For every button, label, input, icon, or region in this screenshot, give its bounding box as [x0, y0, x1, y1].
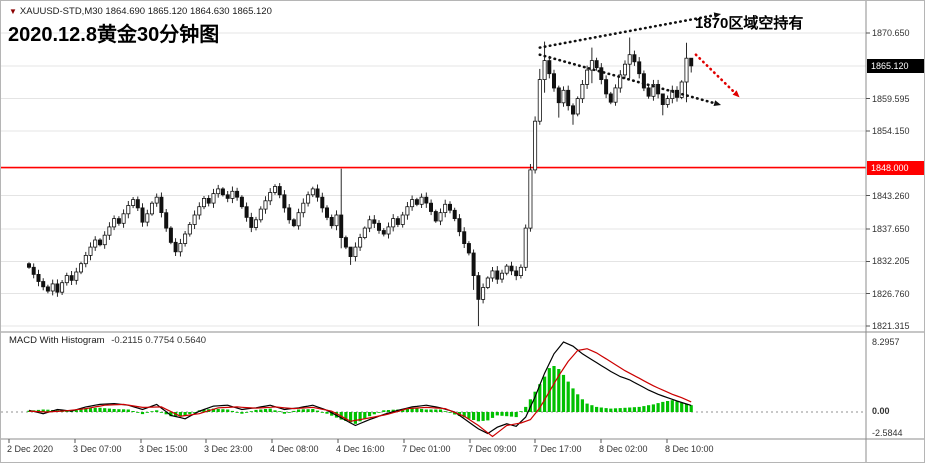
annotation-text: 1870区域空持有 — [695, 15, 804, 32]
macd-line — [28, 341, 692, 435]
time-axis-label: 4 Dec 16:00 — [336, 444, 385, 454]
upper-broadening-line[interactable] — [538, 12, 722, 49]
macd-axis-zero-label: 0.00 — [872, 406, 890, 416]
down-triangle-icon[interactable]: ▼ — [9, 7, 17, 16]
short-entry-arrow[interactable] — [694, 53, 740, 98]
macd-indicator-name: MACD With Histogram — [9, 335, 105, 346]
macd-histogram — [27, 366, 693, 424]
macd-signal-line — [28, 348, 692, 438]
price-axis-label: 1826.760 — [872, 289, 910, 299]
time-axis-label: 4 Dec 08:00 — [270, 444, 319, 454]
macd-axis-top-label: 8.2957 — [872, 337, 900, 347]
trendline-annotations[interactable] — [538, 12, 740, 107]
time-axis-label: 3 Dec 23:00 — [204, 444, 253, 454]
time-axis-label: 8 Dec 10:00 — [665, 444, 714, 454]
time-axis-label: 3 Dec 15:00 — [139, 444, 188, 454]
time-axis-label: 7 Dec 09:00 — [468, 444, 517, 454]
price-axis-label: 1837.650 — [872, 224, 910, 234]
macd-indicator-values: -0.2115 0.7754 0.5640 — [111, 335, 207, 346]
price-axis-label: 1870.650 — [872, 28, 910, 38]
time-axis-label: 7 Dec 01:00 — [402, 444, 451, 454]
price-axis-label: 1859.595 — [872, 94, 910, 104]
price-axis-label: 1843.260 — [872, 191, 910, 201]
time-axis-label: 8 Dec 02:00 — [599, 444, 648, 454]
time-axis-label: 3 Dec 07:00 — [73, 444, 122, 454]
lower-broadening-line[interactable] — [538, 53, 722, 107]
time-axis-label: 2 Dec 2020 — [7, 444, 54, 454]
price-axis-label: 1854.150 — [872, 126, 910, 136]
page-title: 2020.12.8黄金30分钟图 — [8, 24, 220, 46]
price-gridlines — [1, 32, 866, 327]
price-axis-label: 1832.205 — [872, 256, 910, 266]
current-price-badge: 1865.120 — [867, 59, 924, 73]
macd-axis-bottom-label: -2.5844 — [872, 428, 903, 438]
price-axis-label: 1821.315 — [872, 321, 910, 331]
macd-indicator-label: MACD With Histogram -0.2115 0.7754 0.564… — [9, 335, 206, 346]
red-line-price-badge: 1848.000 — [867, 161, 924, 175]
quote-line: ▼ XAUUSD-STD,M30 1864.690 1865.120 1864.6… — [9, 6, 272, 17]
candles — [26, 37, 694, 327]
time-axis-label: 7 Dec 17:00 — [533, 444, 582, 454]
symbol-quote-text: XAUUSD-STD,M30 1864.690 1865.120 1864.63… — [19, 6, 272, 17]
